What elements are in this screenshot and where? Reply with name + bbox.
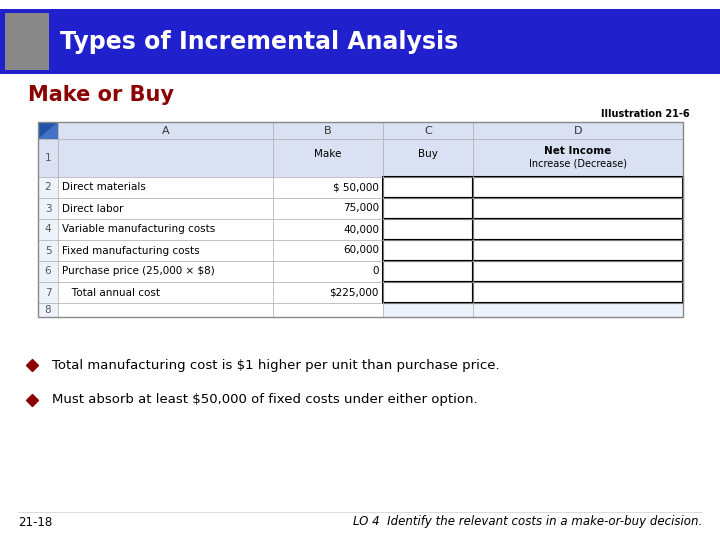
Text: $225,000: $225,000 bbox=[330, 287, 379, 298]
Polygon shape bbox=[38, 122, 58, 139]
Bar bbox=[383, 282, 473, 303]
Text: $ 50,000: $ 50,000 bbox=[333, 183, 379, 192]
Text: C: C bbox=[424, 125, 432, 136]
Text: 6: 6 bbox=[45, 267, 51, 276]
Text: Net Income: Net Income bbox=[544, 146, 611, 156]
Bar bbox=[383, 219, 473, 240]
Bar bbox=[58, 177, 383, 198]
Text: Types of Incremental Analysis: Types of Incremental Analysis bbox=[60, 30, 458, 53]
Bar bbox=[58, 198, 383, 219]
Text: Total manufacturing cost is $1 higher per unit than purchase price.: Total manufacturing cost is $1 higher pe… bbox=[52, 359, 500, 372]
Bar bbox=[58, 219, 383, 240]
Text: 0: 0 bbox=[372, 267, 379, 276]
Text: 3: 3 bbox=[45, 204, 51, 213]
Text: B: B bbox=[324, 125, 332, 136]
Bar bbox=[383, 261, 473, 282]
Text: Direct materials: Direct materials bbox=[62, 183, 146, 192]
Text: Must absorb at least $50,000 of fixed costs under either option.: Must absorb at least $50,000 of fixed co… bbox=[52, 394, 477, 407]
Text: D: D bbox=[574, 125, 582, 136]
Text: 60,000: 60,000 bbox=[343, 246, 379, 255]
Bar bbox=[38, 139, 683, 177]
Bar bbox=[383, 177, 473, 198]
Text: Direct labor: Direct labor bbox=[62, 204, 123, 213]
Text: Illustration 21-6: Illustration 21-6 bbox=[601, 109, 690, 119]
Text: Purchase price (25,000 × $8): Purchase price (25,000 × $8) bbox=[62, 267, 215, 276]
Bar bbox=[58, 240, 383, 261]
Bar bbox=[473, 282, 683, 303]
Text: 5: 5 bbox=[45, 246, 51, 255]
Bar bbox=[5, 13, 49, 70]
Text: 2: 2 bbox=[45, 183, 51, 192]
Text: 21-18: 21-18 bbox=[18, 516, 53, 529]
Bar bbox=[383, 198, 473, 219]
Text: Variable manufacturing costs: Variable manufacturing costs bbox=[62, 225, 215, 234]
Bar bbox=[38, 122, 683, 317]
Bar bbox=[0, 9, 720, 74]
Text: LO 4  Identify the relevant costs in a make-or-buy decision.: LO 4 Identify the relevant costs in a ma… bbox=[353, 516, 702, 529]
Text: Total annual cost: Total annual cost bbox=[62, 287, 160, 298]
Text: 8: 8 bbox=[45, 305, 51, 315]
Text: 4: 4 bbox=[45, 225, 51, 234]
Bar bbox=[58, 261, 383, 282]
Text: 7: 7 bbox=[45, 287, 51, 298]
Polygon shape bbox=[38, 122, 58, 139]
Text: 75,000: 75,000 bbox=[343, 204, 379, 213]
Bar bbox=[473, 219, 683, 240]
Bar bbox=[38, 122, 683, 139]
Bar bbox=[383, 240, 473, 261]
Text: Make or Buy: Make or Buy bbox=[28, 85, 174, 105]
Bar bbox=[473, 198, 683, 219]
Text: Increase (Decrease): Increase (Decrease) bbox=[529, 158, 627, 168]
Text: 40,000: 40,000 bbox=[343, 225, 379, 234]
Text: Fixed manufacturing costs: Fixed manufacturing costs bbox=[62, 246, 199, 255]
Text: 1: 1 bbox=[45, 153, 51, 163]
Bar bbox=[473, 177, 683, 198]
Text: Make: Make bbox=[315, 149, 342, 159]
Bar bbox=[58, 303, 383, 317]
Bar bbox=[38, 122, 683, 317]
Bar bbox=[473, 261, 683, 282]
Text: Buy: Buy bbox=[418, 149, 438, 159]
Bar bbox=[58, 282, 383, 303]
Text: A: A bbox=[162, 125, 169, 136]
Bar bbox=[473, 240, 683, 261]
